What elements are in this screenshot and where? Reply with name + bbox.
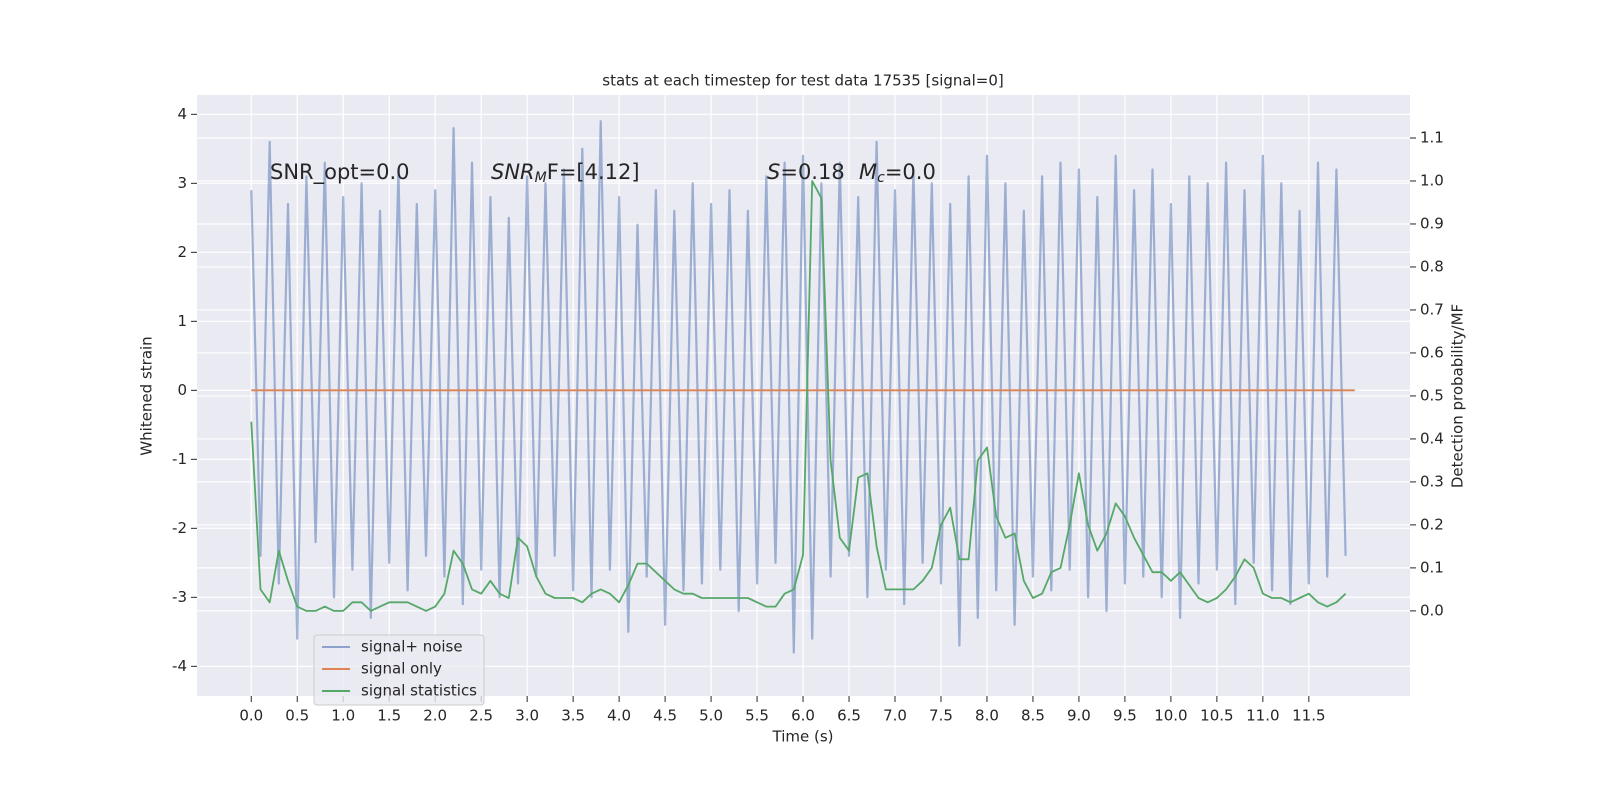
x-tick-label: 5.5 <box>745 707 769 725</box>
x-tick-label: 7.0 <box>883 707 907 725</box>
annotation-part: F=[4.12] <box>547 160 640 184</box>
y2-tick-label: 0.1 <box>1420 558 1444 576</box>
legend-label: signal statistics <box>361 682 477 700</box>
y2-tick-label: 0.5 <box>1420 386 1444 404</box>
y-axis-label: Whitened strain <box>138 336 156 455</box>
x-tick-label: 8.0 <box>975 707 999 725</box>
y2-tick-label: 0.9 <box>1420 214 1444 232</box>
x-tick-label: 10.0 <box>1154 707 1187 725</box>
y-tick-label: -4 <box>172 657 187 675</box>
x-tick-label: 3.5 <box>561 707 585 725</box>
series-line <box>250 180 1347 612</box>
x-tick-label: 9.5 <box>1113 707 1137 725</box>
x-tick-label: 0.5 <box>285 707 309 725</box>
annotation-part: =0.18 <box>780 160 844 184</box>
x-tick-label: 6.0 <box>791 707 815 725</box>
annotation: SNRMF=[4.12] <box>491 160 640 186</box>
annotation-part: S <box>767 160 780 184</box>
x-tick-label: 5.0 <box>699 707 723 725</box>
x-tick-label: 4.0 <box>607 707 631 725</box>
y2-tick-label: 0.7 <box>1420 300 1444 318</box>
x-tick-label: 4.5 <box>653 707 677 725</box>
y-tick-label: -2 <box>172 519 187 537</box>
grid <box>197 95 1410 696</box>
annotation-part: M <box>859 160 877 184</box>
x-tick-label: 6.5 <box>837 707 861 725</box>
annotation: S=0.18 <box>767 160 845 184</box>
y2-tick-label: 0.3 <box>1420 472 1444 490</box>
annotation-part: c <box>877 170 885 186</box>
y2-tick-label: 0.8 <box>1420 257 1444 275</box>
legend-box <box>313 634 485 706</box>
y-tick-label: 4 <box>177 105 187 123</box>
y-tick-label: 2 <box>177 243 187 261</box>
x-tick-label: 11.5 <box>1292 707 1325 725</box>
y-tick-label: -3 <box>172 588 187 606</box>
x-tick-label: 1.0 <box>331 707 355 725</box>
annotation-part: SNR <box>491 160 535 184</box>
x-tick-label: 2.5 <box>469 707 493 725</box>
marks <box>250 120 1355 654</box>
annotation-part: M <box>535 170 547 186</box>
legend-label: signal only <box>361 660 442 678</box>
y2-tick-label: 0.4 <box>1420 429 1444 447</box>
x-axis-label: Time (s) <box>772 728 834 746</box>
y-tick-label: 1 <box>177 312 187 330</box>
x-tick-label: 8.5 <box>1021 707 1045 725</box>
y2-tick-label: 0.2 <box>1420 515 1444 533</box>
legend-label: signal+ noise <box>361 638 463 656</box>
x-tick-label: 2.0 <box>423 707 447 725</box>
annotation: Mc=0.0 <box>859 160 936 186</box>
y2-axis-label: Detection probability/MF <box>1449 304 1467 488</box>
series-line <box>250 120 1347 654</box>
annotation-part: =0.0 <box>885 160 936 184</box>
y-tick-label: -1 <box>172 450 187 468</box>
x-tick-label: 11.0 <box>1246 707 1279 725</box>
x-tick-label: 10.5 <box>1200 707 1233 725</box>
y-tick-label: 3 <box>177 174 187 192</box>
y-tick-label: 0 <box>177 381 187 399</box>
x-tick-label: 3.0 <box>515 707 539 725</box>
chart-title: stats at each timestep for test data 175… <box>602 72 1003 90</box>
annotation: SNR_opt=0.0 <box>270 160 410 185</box>
x-tick-label: 1.5 <box>377 707 401 725</box>
y2-tick-label: 1.0 <box>1420 171 1444 189</box>
x-tick-label: 9.0 <box>1067 707 1091 725</box>
y2-tick-label: 1.1 <box>1420 128 1444 146</box>
foreground: 0.0 0.5 1.0 1.5 2.0 2.5 3.0 3.5 4.0 4.5 5.0 5.5 6.0 6… <box>172 105 1444 725</box>
x-tick-label: 0.0 <box>239 707 263 725</box>
y2-tick-label: 0.0 <box>1420 601 1444 619</box>
y2-tick-label: 0.6 <box>1420 343 1444 361</box>
x-tick-label: 7.5 <box>929 707 953 725</box>
